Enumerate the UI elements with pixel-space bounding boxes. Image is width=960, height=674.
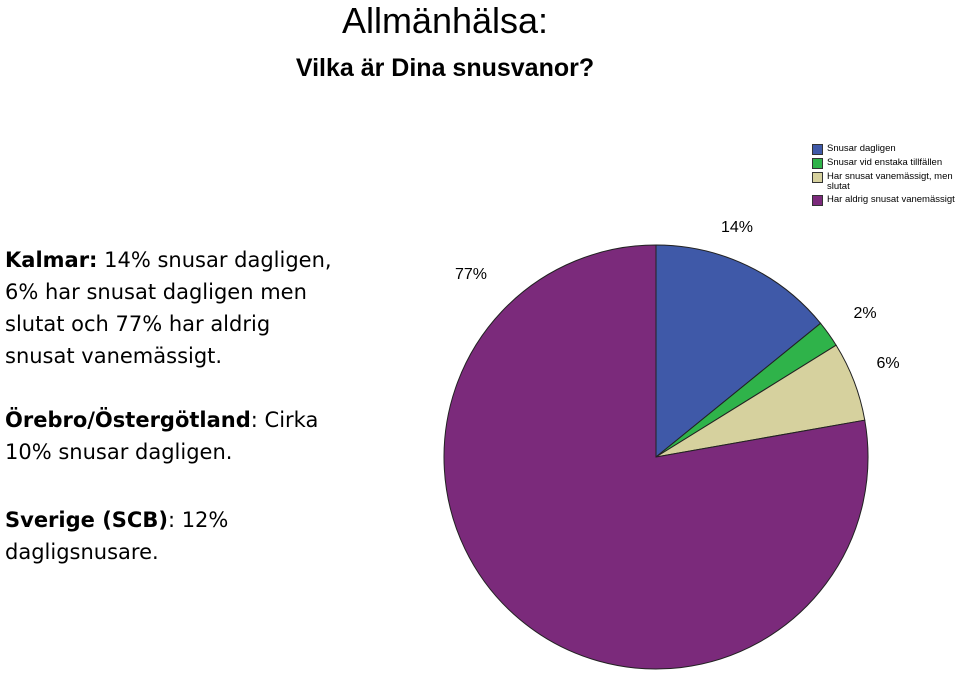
legend-swatch: [812, 195, 823, 206]
note-label: Kalmar:: [5, 248, 98, 272]
note-text: : Cirka 10% snusar dagligen.: [5, 408, 319, 464]
note: Kalmar: 14% snusar dagligen, 6% har snus…: [5, 244, 345, 372]
legend-swatch: [812, 158, 823, 169]
title: Allmänhälsa:: [341, 0, 549, 41]
note: Sverige (SCB): 12% dagligsnusare.: [5, 504, 345, 568]
legend-label: Har aldrig snusat vanemässigt: [827, 194, 955, 205]
legend-item: Snusar vid enstaka tillfällen: [812, 158, 960, 169]
note-text: 14% snusar dagligen, 6% har snusat dagli…: [5, 248, 332, 368]
pie-slice: [443, 244, 869, 670]
note-text: : 12% dagligsnusare.: [5, 508, 229, 564]
slice-label: 14%: [721, 219, 753, 236]
legend-item: Snusar dagligen: [812, 144, 960, 155]
legend-label: Har snusat vanemässigt, men slutat: [827, 171, 953, 192]
legend-swatch: [812, 172, 823, 183]
slice-label: 6%: [876, 355, 899, 372]
note-label: Örebro/Östergötland: [5, 408, 251, 432]
legend-item: Har snusat vanemässigt, men slutat: [812, 172, 960, 192]
slice-label: 2%: [853, 305, 876, 322]
note: Örebro/Östergötland: Cirka 10% snusar da…: [5, 404, 345, 468]
legend-label: Snusar vid enstaka tillfällen: [827, 157, 943, 168]
legend: Snusar dagligen Snusar vid enstaka tillfä…: [812, 144, 960, 209]
legend-item: Har aldrig snusat vanemässigt: [812, 195, 960, 206]
pie-slice: [655, 244, 822, 459]
slice-label: 77%: [455, 266, 487, 283]
legend-swatch: [812, 144, 823, 155]
legend-label: Snusar dagligen: [827, 143, 896, 154]
subtitle: Vilka är Dina snusvanor?: [295, 54, 595, 82]
note-label: Sverige (SCB): [5, 508, 168, 532]
